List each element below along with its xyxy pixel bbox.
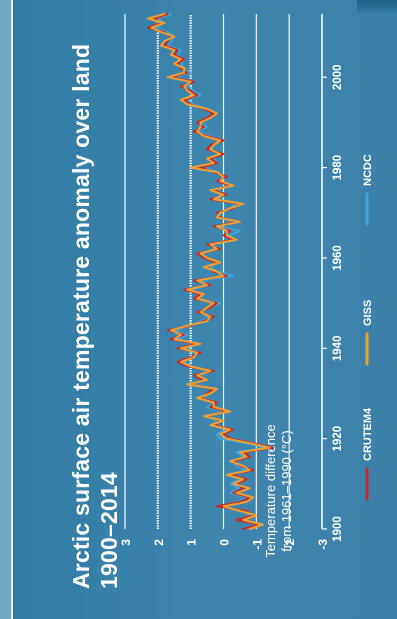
x-tick-label: 1900 xyxy=(332,516,344,542)
page-edge xyxy=(0,0,13,619)
y-tick-label: -1 xyxy=(250,539,264,550)
legend-label-ncdc: NCDC xyxy=(362,154,374,186)
y-tick-label: 0 xyxy=(218,539,232,546)
y-tick-label: 2 xyxy=(152,539,166,546)
page-corner xyxy=(357,0,397,12)
series-line-giss xyxy=(147,13,271,530)
y-tick-label: 3 xyxy=(119,539,133,546)
y-tick-label: 1 xyxy=(185,539,199,546)
y-tick-label: -2 xyxy=(283,539,297,550)
y-tick-label: -3 xyxy=(316,539,330,550)
legend-label-crutem4: CRUTEM4 xyxy=(362,407,374,461)
x-tick-label: 1960 xyxy=(332,245,344,271)
x-tick-label: 1980 xyxy=(332,155,344,181)
legend-label-giss: GISS xyxy=(362,300,374,326)
series-line-crutem4 xyxy=(147,13,274,530)
x-tick-label: 2000 xyxy=(332,64,344,90)
x-tick-label: 1920 xyxy=(332,426,344,452)
x-tick-label: 1940 xyxy=(332,336,344,362)
